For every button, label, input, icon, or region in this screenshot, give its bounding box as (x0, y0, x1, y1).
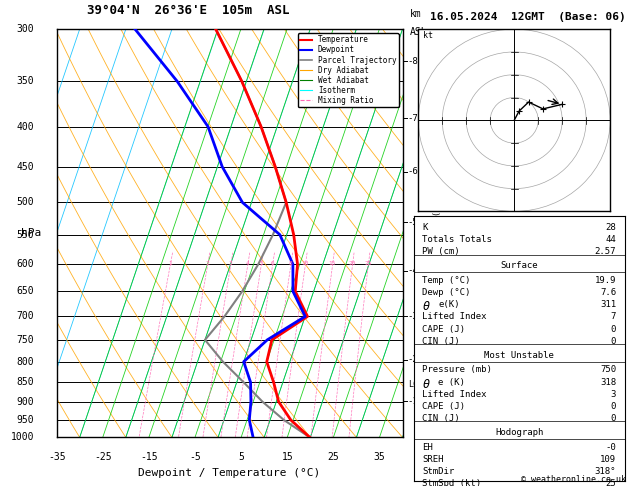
Text: 750: 750 (600, 365, 616, 374)
Text: 2.57: 2.57 (594, 247, 616, 256)
Text: 750: 750 (16, 335, 34, 345)
Text: Lifted Index: Lifted Index (422, 312, 487, 321)
Text: -7: -7 (408, 114, 418, 122)
Text: -15: -15 (140, 451, 158, 462)
Text: 8: 8 (289, 261, 292, 266)
Text: -2: -2 (408, 355, 418, 364)
Text: 0: 0 (611, 337, 616, 346)
Text: θ: θ (422, 300, 430, 313)
Text: -8: -8 (408, 57, 418, 66)
Text: SREH: SREH (422, 455, 444, 464)
Text: 500: 500 (16, 197, 34, 208)
Text: Surface: Surface (501, 261, 538, 270)
Text: 400: 400 (16, 122, 34, 132)
Text: Pressure (mb): Pressure (mb) (422, 365, 492, 374)
Text: 800: 800 (16, 357, 34, 367)
Text: 650: 650 (16, 286, 34, 296)
Text: 3: 3 (229, 261, 233, 266)
Text: 950: 950 (16, 415, 34, 425)
Legend: Temperature, Dewpoint, Parcel Trajectory, Dry Adiabat, Wet Adiabat, Isotherm, Mi: Temperature, Dewpoint, Parcel Trajectory… (298, 33, 399, 107)
Text: Temp (°C): Temp (°C) (422, 276, 470, 285)
Text: Most Unstable: Most Unstable (484, 351, 554, 360)
Text: 850: 850 (16, 377, 34, 387)
Text: 2: 2 (206, 261, 209, 266)
Text: 0: 0 (611, 325, 616, 333)
Text: 300: 300 (16, 24, 34, 34)
Text: 700: 700 (16, 312, 34, 321)
Text: Dewpoint / Temperature (°C): Dewpoint / Temperature (°C) (138, 468, 321, 478)
Text: kt: kt (423, 31, 433, 40)
Text: © weatheronline.co.uk: © weatheronline.co.uk (521, 474, 626, 484)
Text: 35: 35 (374, 451, 386, 462)
Text: -25: -25 (94, 451, 111, 462)
Text: 20: 20 (348, 261, 356, 266)
Text: 25: 25 (606, 479, 616, 486)
Text: 7.6: 7.6 (600, 288, 616, 297)
Text: 1: 1 (168, 261, 172, 266)
Text: θ: θ (422, 378, 430, 391)
Text: 318°: 318° (594, 467, 616, 476)
Text: -35: -35 (48, 451, 65, 462)
Text: e(K): e(K) (438, 300, 460, 309)
Text: 7: 7 (611, 312, 616, 321)
Text: CAPE (J): CAPE (J) (422, 325, 465, 333)
Text: -0: -0 (606, 443, 616, 452)
Text: ASL: ASL (409, 27, 427, 37)
Text: PW (cm): PW (cm) (422, 247, 460, 256)
Text: 15: 15 (329, 261, 337, 266)
Text: 10: 10 (301, 261, 309, 266)
Text: CAPE (J): CAPE (J) (422, 402, 465, 411)
Text: 5: 5 (259, 261, 263, 266)
Text: 15: 15 (281, 451, 293, 462)
Text: LCL: LCL (408, 380, 423, 389)
Text: 39°04'N  26°36'E  105m  ASL: 39°04'N 26°36'E 105m ASL (87, 4, 289, 17)
Text: 109: 109 (600, 455, 616, 464)
Text: km: km (409, 9, 421, 19)
Text: Hodograph: Hodograph (495, 428, 543, 437)
Text: -6: -6 (408, 167, 418, 176)
Text: StmDir: StmDir (422, 467, 455, 476)
Text: EH: EH (422, 443, 433, 452)
Text: Lifted Index: Lifted Index (422, 390, 487, 399)
Text: 5: 5 (238, 451, 244, 462)
Text: 25: 25 (328, 451, 339, 462)
Text: 900: 900 (16, 397, 34, 407)
Text: 318: 318 (600, 378, 616, 387)
Text: 450: 450 (16, 162, 34, 172)
Text: Dewp (°C): Dewp (°C) (422, 288, 470, 297)
Text: -4: -4 (408, 266, 418, 276)
Text: 0: 0 (611, 414, 616, 423)
Text: 28: 28 (606, 223, 616, 232)
Text: e (K): e (K) (438, 378, 465, 387)
Text: 3: 3 (611, 390, 616, 399)
Text: 4: 4 (246, 261, 250, 266)
Text: 550: 550 (16, 230, 34, 240)
Text: 16.05.2024  12GMT  (Base: 06): 16.05.2024 12GMT (Base: 06) (430, 12, 626, 22)
Text: Mixing Ratio (g/kg): Mixing Ratio (g/kg) (433, 186, 442, 281)
Text: CIN (J): CIN (J) (422, 414, 460, 423)
Text: 1000: 1000 (11, 433, 34, 442)
Text: -5: -5 (189, 451, 201, 462)
Text: 0: 0 (611, 402, 616, 411)
Text: 600: 600 (16, 259, 34, 269)
Text: 25: 25 (364, 261, 372, 266)
Text: -5: -5 (408, 218, 418, 226)
Text: 350: 350 (16, 76, 34, 87)
Text: -3: -3 (408, 312, 418, 321)
Text: 6: 6 (270, 261, 274, 266)
Text: 19.9: 19.9 (594, 276, 616, 285)
Text: Totals Totals: Totals Totals (422, 235, 492, 244)
Text: CIN (J): CIN (J) (422, 337, 460, 346)
Text: hPa: hPa (21, 228, 41, 238)
Text: StmSpd (kt): StmSpd (kt) (422, 479, 481, 486)
Text: 44: 44 (606, 235, 616, 244)
Text: -1: -1 (408, 397, 418, 406)
Text: K: K (422, 223, 428, 232)
Text: 311: 311 (600, 300, 616, 309)
